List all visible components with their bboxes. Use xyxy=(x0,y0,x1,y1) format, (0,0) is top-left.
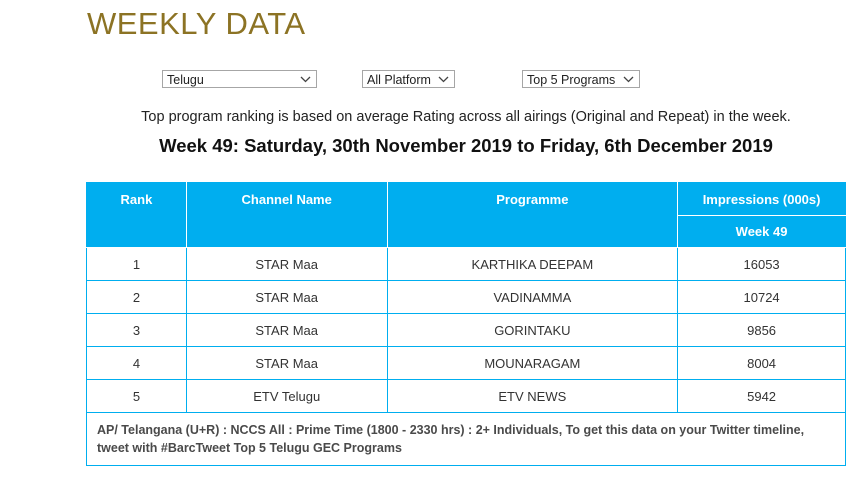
impressions-cell: 5942 xyxy=(677,379,846,413)
column-header-rank: Rank xyxy=(86,182,187,248)
table-row: 1 STAR Maa KARTHIKA DEEPAM 16053 xyxy=(86,247,846,281)
language-select-value: Telugu xyxy=(167,73,204,87)
table-row: 2 STAR Maa VADINAMMA 10724 xyxy=(86,280,846,314)
channel-cell: STAR Maa xyxy=(185,346,388,380)
platform-select[interactable]: All Platform xyxy=(362,70,455,88)
impressions-cell: 8004 xyxy=(677,346,846,380)
programme-cell: VADINAMMA xyxy=(386,280,679,314)
channel-cell: STAR Maa xyxy=(185,280,388,314)
impressions-cell: 16053 xyxy=(677,247,846,281)
week-heading: Week 49: Saturday, 30th November 2019 to… xyxy=(159,135,773,156)
channel-cell: STAR Maa xyxy=(185,247,388,281)
channel-cell: STAR Maa xyxy=(185,313,388,347)
weekly-data-table: Rank Channel Name Programme Impressions … xyxy=(86,182,846,466)
table-row: 4 STAR Maa MOUNARAGAM 8004 xyxy=(86,346,846,380)
column-header-impressions: Impressions (000s) xyxy=(677,182,846,216)
chevron-down-icon xyxy=(438,71,450,89)
language-select[interactable]: Telugu xyxy=(162,70,317,88)
impressions-cell: 9856 xyxy=(677,313,846,347)
programme-cell: ETV NEWS xyxy=(386,379,679,413)
channel-cell: ETV Telugu xyxy=(185,379,388,413)
rank-cell: 1 xyxy=(86,247,187,281)
platform-select-value: All Platform xyxy=(367,73,431,87)
impressions-cell: 10724 xyxy=(677,280,846,314)
rank-cell: 2 xyxy=(86,280,187,314)
programme-cell: MOUNARAGAM xyxy=(386,346,679,380)
rank-cell: 4 xyxy=(86,346,187,380)
top-programs-select-value: Top 5 Programs xyxy=(527,73,616,87)
table-row: 5 ETV Telugu ETV NEWS 5942 xyxy=(86,379,846,413)
chevron-down-icon xyxy=(300,71,312,89)
rank-cell: 5 xyxy=(86,379,187,413)
top-programs-select[interactable]: Top 5 Programs xyxy=(522,70,640,88)
ranking-note: Top program ranking is based on average … xyxy=(141,109,791,125)
page-title: WEEKLY DATA xyxy=(87,6,306,41)
programme-cell: KARTHIKA DEEPAM xyxy=(386,247,679,281)
column-header-week: Week 49 xyxy=(677,215,846,248)
programme-cell: GORINTAKU xyxy=(386,313,679,347)
chevron-down-icon xyxy=(623,71,635,89)
column-header-channel: Channel Name xyxy=(185,182,388,248)
table-footer-row: AP/ Telangana (U+R) : NCCS All : Prime T… xyxy=(86,412,846,466)
table-footer-note: AP/ Telangana (U+R) : NCCS All : Prime T… xyxy=(86,412,846,466)
rank-cell: 3 xyxy=(86,313,187,347)
column-header-programme: Programme xyxy=(386,182,679,248)
table-row: 3 STAR Maa GORINTAKU 9856 xyxy=(86,313,846,347)
